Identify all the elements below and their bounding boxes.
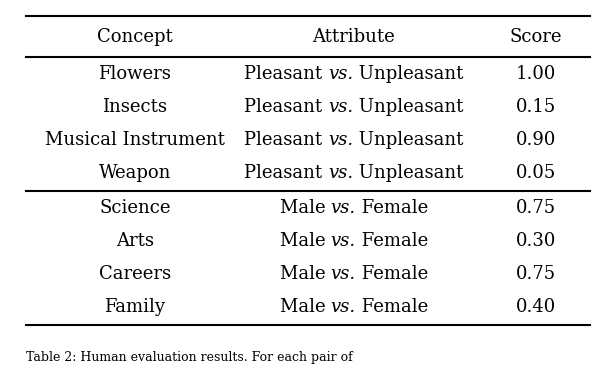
Text: Female: Female	[356, 298, 428, 316]
Text: Female: Female	[356, 199, 428, 217]
Text: Male: Male	[279, 265, 331, 283]
Text: vs.: vs.	[331, 199, 356, 217]
Text: Female: Female	[356, 232, 428, 250]
Text: 0.75: 0.75	[515, 199, 556, 217]
Text: Male: Male	[279, 232, 331, 250]
Text: vs.: vs.	[328, 98, 353, 116]
Text: vs.: vs.	[331, 232, 356, 250]
Text: vs.: vs.	[328, 65, 353, 83]
Text: Female: Female	[356, 265, 428, 283]
Text: Careers: Careers	[99, 265, 171, 283]
Text: Concept: Concept	[97, 28, 173, 46]
Text: 0.40: 0.40	[515, 298, 556, 316]
Text: Science: Science	[99, 199, 171, 217]
Text: Arts: Arts	[116, 232, 154, 250]
Text: 0.30: 0.30	[515, 232, 556, 250]
Text: vs.: vs.	[328, 131, 353, 149]
Text: Male: Male	[279, 298, 331, 316]
Text: 0.75: 0.75	[515, 265, 556, 283]
Text: Unpleasant: Unpleasant	[353, 98, 463, 116]
Text: Flowers: Flowers	[99, 65, 171, 83]
Text: Attribute: Attribute	[312, 28, 395, 46]
Text: Male: Male	[279, 199, 331, 217]
Text: vs.: vs.	[328, 164, 353, 182]
Text: Insects: Insects	[102, 98, 168, 116]
Text: 1.00: 1.00	[515, 65, 556, 83]
Text: Unpleasant: Unpleasant	[353, 164, 463, 182]
Text: Score: Score	[509, 28, 562, 46]
Text: 0.15: 0.15	[515, 98, 556, 116]
Text: vs.: vs.	[331, 265, 356, 283]
Text: Pleasant: Pleasant	[245, 98, 328, 116]
Text: Unpleasant: Unpleasant	[353, 131, 463, 149]
Text: vs.: vs.	[331, 298, 356, 316]
Text: Weapon: Weapon	[99, 164, 171, 182]
Text: Unpleasant: Unpleasant	[353, 65, 463, 83]
Text: Table 2: Human evaluation results. For each pair of: Table 2: Human evaluation results. For e…	[26, 351, 353, 364]
Text: Pleasant: Pleasant	[245, 164, 328, 182]
Text: Musical Instrument: Musical Instrument	[45, 131, 225, 149]
Text: Pleasant: Pleasant	[245, 131, 328, 149]
Text: Pleasant: Pleasant	[245, 65, 328, 83]
Text: 0.90: 0.90	[515, 131, 556, 149]
Text: 0.05: 0.05	[515, 164, 556, 182]
Text: Family: Family	[104, 298, 165, 316]
